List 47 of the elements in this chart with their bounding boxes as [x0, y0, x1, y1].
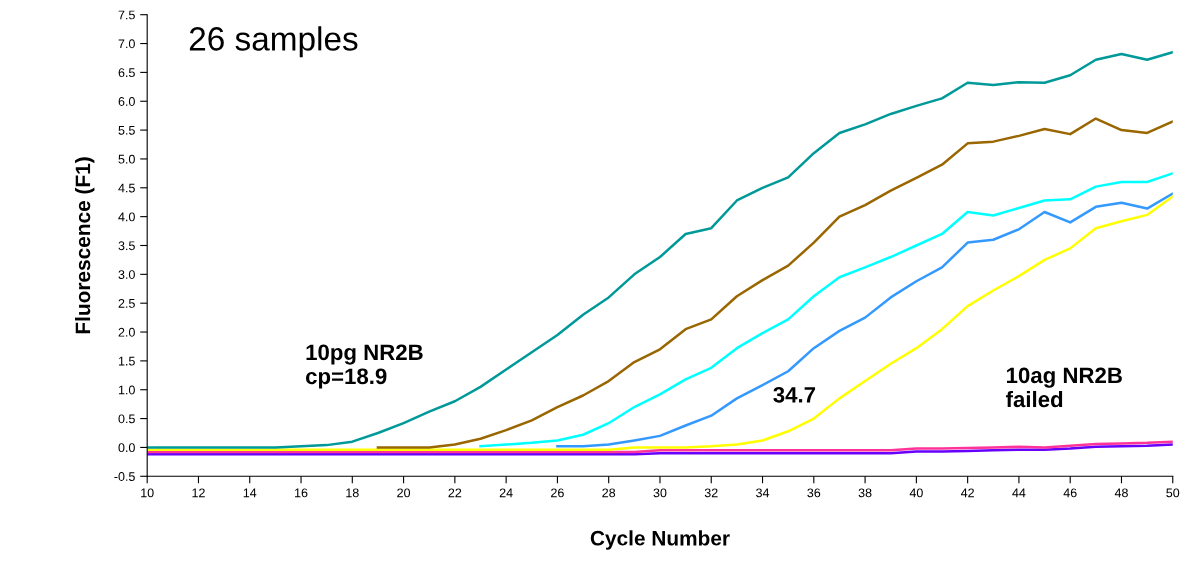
- annotation: 26 samples: [189, 26, 358, 58]
- y-tick-label: 5.0: [118, 154, 135, 164]
- y-tick-label: 5.5: [118, 126, 135, 135]
- x-tick-label: 36: [807, 488, 821, 498]
- x-tick-label: 28: [602, 488, 616, 498]
- y-tick-label: 7.5: [118, 10, 135, 20]
- x-tick-label: 24: [499, 488, 513, 498]
- y-axis-title: Fluorescence (F1): [74, 157, 95, 334]
- x-tick-label: 16: [295, 488, 308, 498]
- y-tick-label: 3.0: [118, 270, 135, 279]
- x-tick-label: 32: [704, 488, 718, 498]
- line-series: [147, 195, 1173, 451]
- y-tick-label: 0.0: [118, 443, 135, 453]
- x-tick-label: 38: [858, 488, 872, 498]
- x-tick-label: 50: [1166, 488, 1180, 498]
- x-tick-label: 20: [397, 488, 411, 498]
- annotation: 10ag NR2B failed: [1005, 367, 1122, 408]
- x-tick-label: 12: [192, 488, 205, 498]
- y-tick-label: 0.5: [118, 414, 135, 424]
- y-tick-label: 4.0: [118, 212, 135, 222]
- x-tick-label: 14: [243, 488, 257, 498]
- x-tick-label: 18: [346, 488, 359, 498]
- x-tick-label: 22: [448, 488, 462, 498]
- x-tick-label: 10: [141, 488, 154, 498]
- y-tick-label: -0.5: [114, 472, 135, 481]
- x-tick-label: 26: [551, 488, 564, 498]
- y-tick-label: 1.0: [118, 385, 135, 395]
- annotation: 34.7: [773, 386, 816, 403]
- y-tick-label: 7.0: [118, 39, 135, 49]
- y-tick-label: 3.5: [118, 241, 135, 251]
- x-tick-label: 48: [1114, 488, 1128, 498]
- y-tick-label: 6.0: [118, 97, 135, 106]
- x-tick-label: 44: [1012, 488, 1026, 498]
- y-tick-label: 4.5: [118, 183, 135, 193]
- line-series: [479, 172, 1173, 448]
- y-tick-label: 2.0: [118, 327, 135, 337]
- x-tick-label: 40: [909, 488, 923, 498]
- line-series: [556, 192, 1173, 448]
- x-tick-label: 34: [756, 488, 770, 498]
- y-tick-label: 1.5: [118, 356, 135, 366]
- x-axis-title: Cycle Number: [590, 530, 730, 550]
- y-tick-label: 6.5: [118, 68, 135, 78]
- x-tick-label: 42: [960, 488, 974, 498]
- x-tick-label: 46: [1063, 488, 1077, 498]
- annotation: 10pg NR2B cp=18.9: [305, 344, 423, 389]
- y-tick-label: 2.5: [118, 298, 135, 308]
- x-tick-label: 30: [653, 488, 667, 498]
